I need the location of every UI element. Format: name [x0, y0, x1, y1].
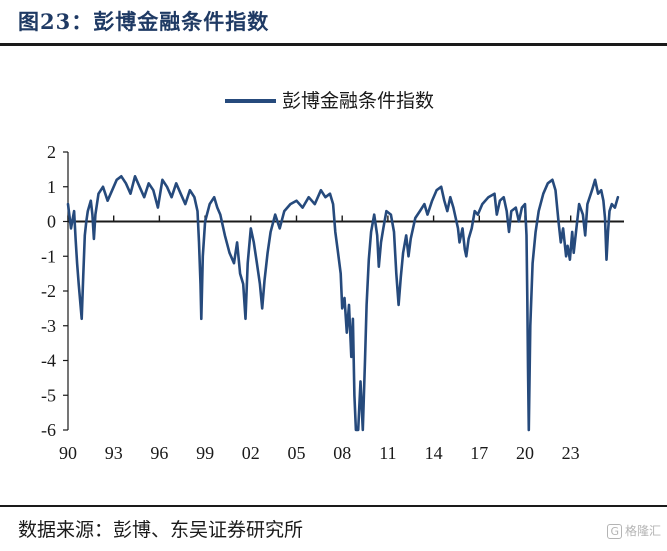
watermark-text: 格隆汇	[624, 524, 661, 538]
y-tick-label: 2	[47, 142, 56, 162]
legend-label: 彭博金融条件指数	[282, 90, 434, 112]
series-layer	[66, 175, 620, 432]
legend: 彭博金融条件指数	[225, 90, 434, 112]
y-tick-label: 0	[47, 212, 56, 232]
chart-area: 彭博金融条件指数 2 1 0 -1 -2 -3 -4 -5 -690 93 96 99 02 05 08 11…	[41, 90, 624, 463]
x-tick-label: 11	[379, 443, 396, 463]
x-tick-label: 99	[196, 443, 214, 463]
y-tick-label: 1	[47, 177, 56, 197]
y-tick-label: -4	[41, 351, 56, 371]
top-divider	[0, 43, 667, 46]
y-tick-label: -1	[41, 246, 56, 266]
series-line	[66, 175, 620, 432]
x-tick-label: 14	[425, 443, 443, 463]
watermark: G 格隆汇	[607, 522, 661, 539]
x-tick-label: 20	[516, 443, 534, 463]
y-tick-label: -5	[41, 385, 56, 405]
axes: 2 1 0 -1 -2 -3 -4 -5 -690 93 96 99 02 05 08 11 14 17 20 23	[41, 142, 624, 463]
x-tick-label: 17	[470, 443, 488, 463]
y-tick-label: -6	[41, 420, 56, 440]
figure-title: 图23：彭博金融条件指数	[18, 9, 270, 34]
y-tick-label: -2	[41, 281, 56, 301]
x-tick-label: 93	[105, 443, 123, 463]
x-tick-label: 23	[562, 443, 580, 463]
x-tick-label: 05	[287, 443, 305, 463]
x-tick-label: 02	[242, 443, 260, 463]
source-note: 数据来源：彭博、东吴证券研究所	[18, 519, 304, 541]
x-tick-label: 90	[59, 443, 77, 463]
watermark-logo-icon: G	[607, 524, 622, 539]
x-tick-label: 96	[150, 443, 168, 463]
x-tick-label: 08	[333, 443, 351, 463]
y-tick-label: -3	[41, 316, 56, 336]
bottom-divider	[0, 505, 667, 507]
